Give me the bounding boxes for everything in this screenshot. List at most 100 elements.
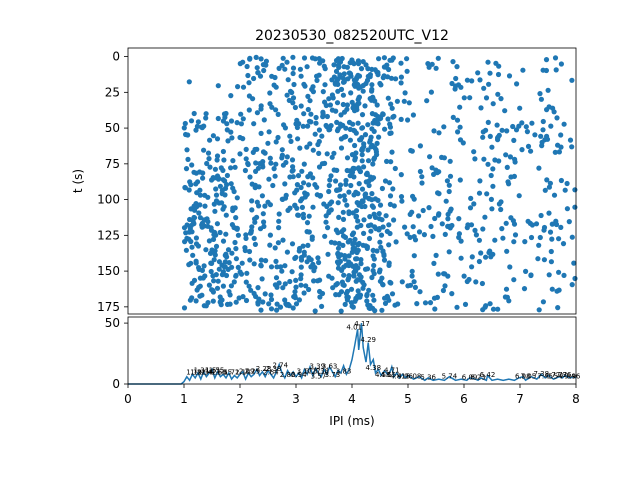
scatter-point [409,268,415,274]
scatter-point [184,222,190,228]
scatter-point [216,200,222,206]
scatter-point [498,96,504,102]
scatter-point [533,221,540,227]
scatter-point [327,102,333,108]
scatter-point [364,77,371,83]
scatter-point [268,306,275,312]
scatter-point [417,168,423,175]
scatter-point [471,149,477,155]
scatter-point [499,127,505,133]
scatter-point [268,160,274,166]
scatter-point [346,253,352,259]
scatter-point [382,178,389,184]
scatter-point [454,304,460,310]
scatter-point [428,223,434,230]
scatter-point [201,263,207,269]
scatter-point [433,252,439,258]
scatter-point [441,155,447,161]
scatter-point [201,303,207,309]
histogram-peak-label: 1.71 [224,369,240,377]
scatter-point [361,144,367,150]
scatter-point [398,194,405,200]
scatter-point [331,150,337,156]
scatter-point [435,271,441,277]
scatter-point [353,278,359,284]
scatter-point [335,250,341,256]
scatter-point [247,257,253,263]
scatter-point [447,173,454,179]
scatter-point [182,184,188,191]
scatter-point [205,219,211,225]
scatter-point [525,218,531,224]
scatter-point [427,154,433,160]
scatter-point [572,187,578,193]
scatter-point [344,155,351,161]
scatter-point [193,298,199,304]
scatter-point [288,138,294,144]
scatter-point [455,129,461,135]
scatter-point [369,191,375,197]
scatter-point [287,174,293,180]
scatter-point [212,208,218,214]
scatter-point [464,77,470,83]
scatter-point [477,178,483,184]
scatter-point [226,289,232,295]
scatter-point [379,307,385,313]
scatter-point [251,75,257,82]
scatter-point [282,66,288,72]
scatter-point [385,95,391,101]
scatter-point [478,105,484,111]
histogram-peak-label: 6.42 [480,371,496,379]
scatter-point [298,257,305,263]
histogram-y-ticks: 0 50 [105,316,128,391]
scatter-point [446,182,452,188]
scatter-point [334,187,340,193]
scatter-point [344,297,350,303]
scatter-point [549,286,555,292]
scatter-point [398,80,404,86]
scatter-point [325,251,331,257]
scatter-point [520,67,526,73]
scatter-point [487,133,493,139]
scatter-point [293,284,299,290]
scatter-point [258,56,264,62]
scatter-point [386,222,392,228]
scatter-point [267,101,273,107]
scatter-point [235,264,241,270]
scatter-point [348,300,355,306]
scatter-point [183,166,190,172]
scatter-point [181,125,187,131]
scatter-point [261,117,267,123]
scatter-point [225,138,231,144]
scatter-point [207,164,213,170]
scatter-point [434,294,440,300]
scatter-point [542,187,548,193]
scatter-point [329,154,335,160]
scatter-point [528,234,535,241]
scatter-point [427,300,434,306]
scatter-point [378,115,384,121]
scatter-point [346,273,352,279]
scatter-point [387,193,394,199]
scatter-point [555,305,561,311]
scatter-point [273,161,279,167]
scatter-point [247,56,253,62]
scatter-point [569,77,575,83]
scatter-point [346,189,352,195]
scatter-point [262,203,268,209]
scatter-point [243,297,250,304]
scatter-point [398,74,404,80]
scatter-point [399,198,405,204]
scatter-point [195,179,201,185]
histogram-peak-label: 4.29 [360,336,376,344]
scatter-point [344,167,350,174]
scatter-point [214,136,221,142]
scatter-point [342,256,348,262]
scatter-point [304,191,310,197]
scatter-point [548,123,554,129]
scatter-point [266,176,272,182]
scatter-point [539,139,545,145]
scatter-point [422,300,429,306]
scatter-point [213,192,220,198]
scatter-point [352,267,358,273]
